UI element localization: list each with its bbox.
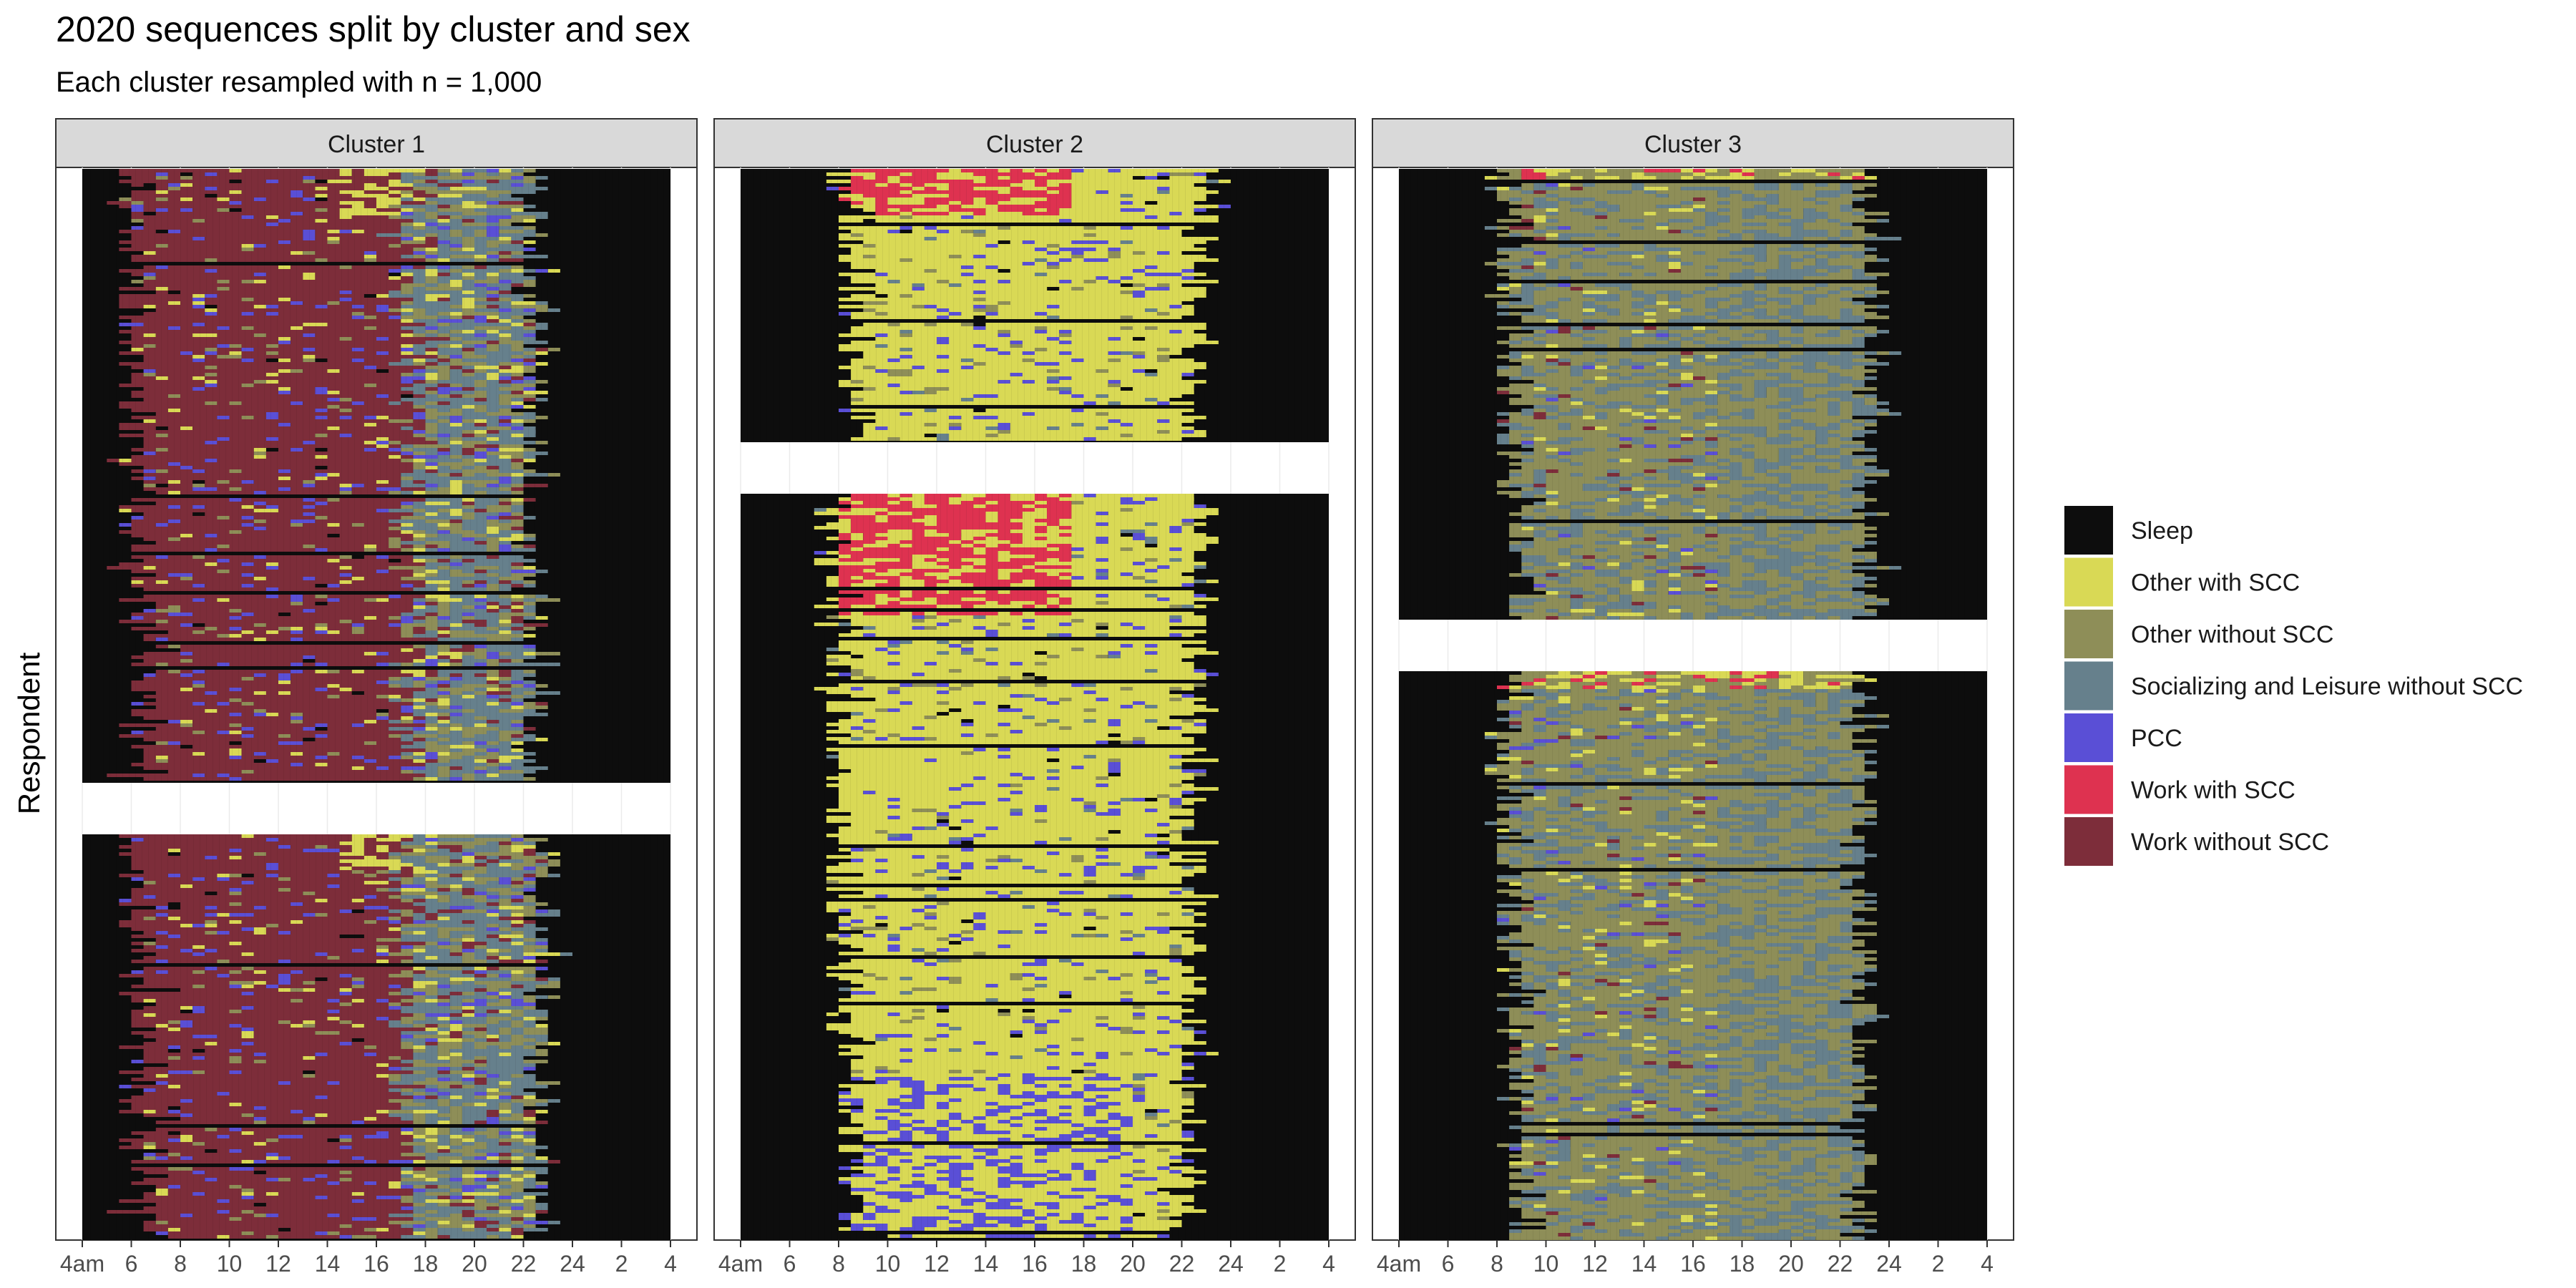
sequence-grid-overlay (741, 169, 1329, 442)
x-tick-label: 12 (265, 1251, 291, 1277)
x-tick-label: 22 (511, 1251, 537, 1277)
x-tick-label: 16 (364, 1251, 389, 1277)
sequence-group-bottom (82, 834, 670, 1240)
x-tick-label: 24 (560, 1251, 585, 1277)
sequence-grid-overlay (82, 169, 670, 783)
x-axis: 4am 6 8 10 12 14 16 18 20 22 24 2 4 (60, 1240, 677, 1277)
x-tick-label: 4 (664, 1251, 677, 1277)
panel-strip (713, 118, 1356, 168)
chart-title: 2020 sequences split by cluster and sex (56, 9, 691, 49)
sequence-group-bottom (741, 494, 1329, 1240)
x-tick-label: 20 (462, 1251, 487, 1277)
x-tick-label: 4am (60, 1251, 104, 1277)
sequence-group-top (82, 169, 670, 783)
x-tick-label: 18 (413, 1251, 439, 1277)
x-tick-label: 2 (615, 1251, 628, 1277)
chart-subtitle: Each cluster resampled with n = 1,000 (56, 67, 542, 98)
x-tick-label: 8 (174, 1251, 187, 1277)
x-tick-label: 14 (315, 1251, 341, 1277)
x-tick-label: 6 (125, 1251, 138, 1277)
sequence-group-top (741, 169, 1329, 442)
panel-strip-label: Cluster 1 (328, 131, 425, 158)
panel-strip (55, 118, 698, 168)
x-tick-label: 10 (217, 1251, 243, 1277)
panel-strip-label: Cluster 2 (986, 131, 1083, 158)
y-axis-label: Respondent (12, 652, 46, 814)
sequence-grid-overlay (82, 834, 670, 1240)
